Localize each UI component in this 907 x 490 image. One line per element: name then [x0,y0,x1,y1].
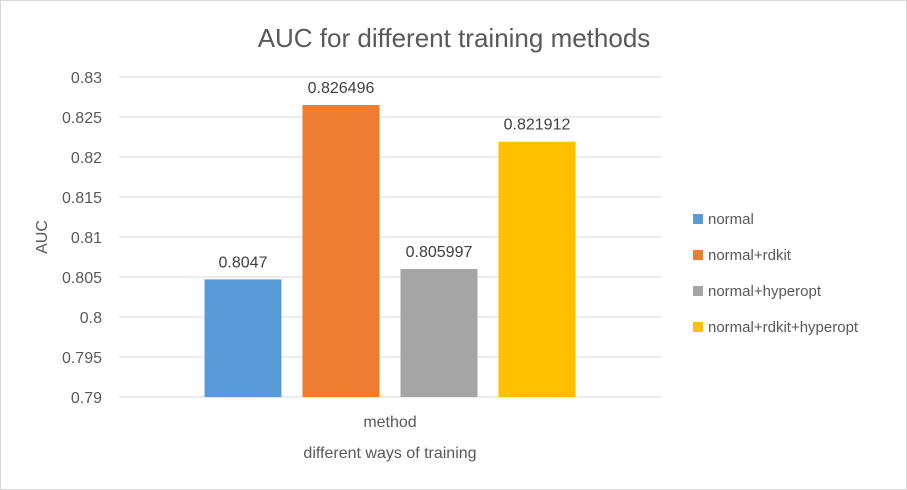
data-label: 0.826496 [308,80,375,97]
x-axis-title: different ways of training [303,445,476,462]
legend-entry: normal+hyperopt [708,283,822,300]
gridlines [119,76,661,398]
legend-entry: normal [708,211,754,228]
x-tick-label: method [363,414,416,431]
bar-normal-hyperopt [400,269,478,397]
y-tick-label: 0.82 [71,150,102,167]
y-tick-label: 0.8 [80,310,102,327]
legend-swatch [693,214,703,224]
data-label: 0.8047 [219,254,268,271]
y-tick-label: 0.81 [71,230,102,247]
legend-swatch [693,286,703,296]
y-axis-title: AUC [34,220,51,254]
bars [204,105,576,398]
y-tick-label: 0.79 [71,390,102,407]
legend: normal normal+rdkit normal+hyperopt normal+… [693,211,859,336]
legend-entry: normal+rdkit+hyperopt [708,319,859,336]
data-label: 0.821912 [504,117,571,134]
y-tick-label: 0.805 [62,270,102,287]
bar-normal [204,279,282,397]
bar-normal-rdkit-hyperopt [498,141,576,397]
chart-title: AUC for different training methods [258,23,651,53]
legend-swatch [693,322,703,332]
data-labels: 0.8047 0.826496 0.805997 0.821912 [219,80,571,271]
y-tick-label: 0.815 [62,190,102,207]
legend-swatch [693,250,703,260]
y-tick-label: 0.83 [71,70,102,87]
legend-entry: normal+rdkit [708,247,792,264]
bar-normal-rdkit [302,105,380,398]
data-label: 0.805997 [406,244,473,261]
y-axis-ticks: 0.79 0.795 0.8 0.805 0.81 0.815 0.82 0.825 0.83 [62,70,102,407]
y-tick-label: 0.795 [62,350,102,367]
y-tick-label: 0.825 [62,110,102,127]
